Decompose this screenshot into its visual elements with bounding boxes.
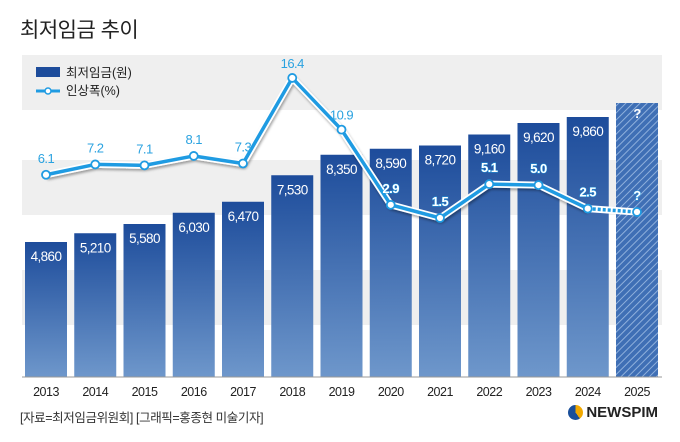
rate-point-2015 bbox=[139, 160, 150, 171]
rate-label-2021: 1.5 bbox=[432, 194, 449, 209]
bar-label-2025: ? bbox=[633, 106, 641, 121]
bar-label-2023: 9,620 bbox=[523, 130, 554, 145]
x-tick-2022: 2022 bbox=[476, 385, 502, 399]
x-tick-2019: 2019 bbox=[329, 385, 355, 399]
rate-label-2014: 7.2 bbox=[87, 140, 104, 155]
bar-2018 bbox=[271, 175, 314, 377]
legend-bar-swatch bbox=[36, 67, 60, 77]
bar-label-2019: 8,350 bbox=[326, 162, 357, 177]
bar-2016 bbox=[172, 212, 215, 377]
bar-label-2022: 9,160 bbox=[474, 142, 505, 157]
source-credit: [자료=최저임금위원회] [그래픽=홍종현 미술기자] bbox=[20, 411, 264, 425]
legend-label-rate: 인상폭(%) bbox=[66, 84, 120, 98]
bar-2024 bbox=[566, 117, 609, 377]
x-tick-2017: 2017 bbox=[230, 385, 256, 399]
bar-2013 bbox=[25, 242, 67, 377]
bar-2023 bbox=[517, 123, 560, 377]
rate-point-2014 bbox=[90, 159, 101, 170]
rate-line-forecast bbox=[587, 206, 638, 214]
rate-label-2023: 5.0 bbox=[530, 161, 547, 176]
rate-point-2017 bbox=[238, 158, 248, 169]
x-tick-2025: 2025 bbox=[624, 385, 650, 399]
rate-point-2019 bbox=[336, 124, 347, 135]
bar-label-2017: 6,470 bbox=[228, 209, 259, 224]
bar-label-2015: 5,580 bbox=[129, 231, 160, 246]
bar-2019 bbox=[320, 154, 363, 377]
bar-label-2018: 7,530 bbox=[277, 182, 308, 197]
rate-label-2019: 10.9 bbox=[330, 108, 354, 123]
rate-point-2024 bbox=[582, 203, 593, 214]
bar-label-2016: 6,030 bbox=[178, 220, 209, 235]
newspim-logo: NEWSPIM bbox=[568, 404, 658, 421]
rate-label-2020: 2.9 bbox=[382, 181, 399, 196]
legend: 최저임금(원) 인상폭(%) bbox=[36, 66, 132, 98]
bar-2014 bbox=[74, 233, 117, 377]
x-tick-2021: 2021 bbox=[427, 385, 453, 399]
rate-point-2018 bbox=[287, 73, 298, 83]
x-tick-2024: 2024 bbox=[575, 385, 601, 399]
background-band bbox=[22, 55, 662, 110]
rate-label-2016: 8.1 bbox=[185, 132, 202, 147]
rate-point-2022 bbox=[484, 179, 495, 190]
logo-icon bbox=[568, 405, 584, 420]
x-tick-2013: 2013 bbox=[33, 385, 59, 399]
rate-label-2024: 2.5 bbox=[579, 185, 596, 200]
rate-label-2017: 7.3 bbox=[235, 139, 252, 154]
legend-label-wage: 최저임금(원) bbox=[66, 66, 132, 80]
bar-2017 bbox=[222, 201, 264, 377]
bar-label-2021: 8,720 bbox=[425, 153, 456, 168]
logo-text: NEWSPIM bbox=[586, 404, 658, 421]
bar-2025 bbox=[616, 103, 658, 377]
bar-label-2014: 5,210 bbox=[80, 240, 111, 255]
bar-2022 bbox=[468, 134, 511, 377]
x-tick-2014: 2014 bbox=[82, 385, 108, 399]
rate-label-2022: 5.1 bbox=[481, 160, 498, 175]
rate-point-2016 bbox=[188, 151, 199, 161]
x-tick-2023: 2023 bbox=[526, 385, 552, 399]
bar-label-2013: 4,860 bbox=[31, 249, 62, 264]
rate-label-2018: 16.4 bbox=[281, 56, 305, 71]
chart-title: 최저임금 추이 bbox=[20, 19, 139, 42]
rate-line bbox=[45, 76, 589, 220]
x-tick-2020: 2020 bbox=[378, 385, 404, 399]
rate-point-2023 bbox=[533, 180, 544, 191]
rate-label-2015: 7.1 bbox=[136, 141, 153, 156]
bar-2015 bbox=[123, 224, 166, 377]
x-tick-2015: 2015 bbox=[132, 385, 158, 399]
x-tick-2016: 2016 bbox=[181, 385, 207, 399]
x-tick-2018: 2018 bbox=[279, 385, 305, 399]
rate-point-2013 bbox=[41, 169, 51, 180]
bar-label-2020: 8,590 bbox=[375, 156, 406, 171]
rate-label-2013: 6.1 bbox=[38, 151, 55, 166]
rate-point-2020 bbox=[385, 199, 396, 210]
legend-line-marker bbox=[44, 87, 52, 95]
bar-2021 bbox=[419, 145, 461, 377]
rate-point-2021 bbox=[435, 213, 445, 223]
bar-label-2024: 9,860 bbox=[572, 124, 603, 139]
rate-label-2025: ? bbox=[633, 188, 641, 203]
rate-point-2025 bbox=[632, 207, 642, 217]
